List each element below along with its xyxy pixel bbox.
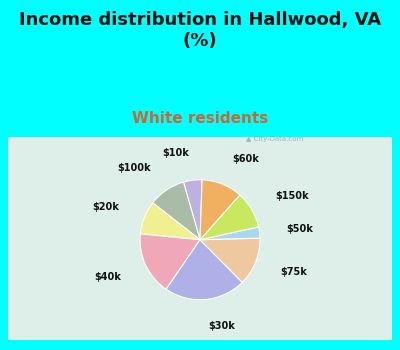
Wedge shape <box>184 180 202 240</box>
Text: $30k: $30k <box>208 321 235 331</box>
Text: Income distribution in Hallwood, VA
(%): Income distribution in Hallwood, VA (%) <box>19 11 381 50</box>
Text: $75k: $75k <box>281 267 308 277</box>
Text: $50k: $50k <box>286 224 313 234</box>
Text: $60k: $60k <box>232 154 259 164</box>
Wedge shape <box>200 180 240 240</box>
Wedge shape <box>200 227 260 240</box>
Wedge shape <box>140 234 200 289</box>
Text: $40k: $40k <box>94 272 121 281</box>
Wedge shape <box>200 238 260 282</box>
Text: White residents: White residents <box>132 111 268 126</box>
Text: $100k: $100k <box>118 163 151 173</box>
Text: $150k: $150k <box>275 191 309 201</box>
Wedge shape <box>153 182 200 240</box>
Wedge shape <box>140 203 200 240</box>
Wedge shape <box>166 240 242 300</box>
Text: ▲ City-Data.com: ▲ City-Data.com <box>246 136 304 142</box>
Text: $20k: $20k <box>92 202 119 212</box>
Text: $10k: $10k <box>162 148 190 159</box>
Wedge shape <box>200 195 258 240</box>
